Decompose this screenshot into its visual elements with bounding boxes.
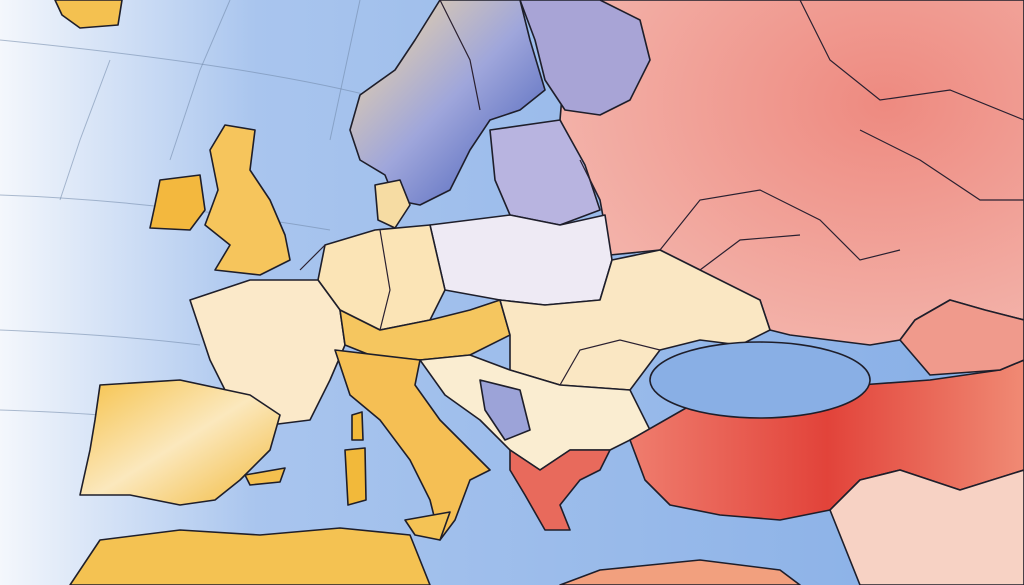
middle-east	[829, 469, 1024, 585]
scandinavia	[349, 0, 546, 206]
france	[189, 279, 346, 426]
poland	[429, 214, 613, 306]
sicily	[404, 511, 451, 541]
baltics	[489, 119, 601, 226]
finland	[519, 0, 651, 116]
corsica	[351, 411, 364, 441]
north-africa	[69, 527, 431, 585]
denmark	[374, 179, 411, 229]
iceland	[54, 0, 123, 29]
borders	[299, 0, 1024, 386]
sardinia	[344, 447, 367, 506]
iberia	[79, 379, 281, 506]
bosnia	[479, 379, 531, 441]
ireland	[149, 174, 206, 231]
libya	[559, 559, 801, 585]
italy	[334, 349, 491, 541]
black-sea	[649, 341, 871, 419]
great-britain	[204, 124, 291, 276]
greece	[509, 449, 611, 531]
caucasus	[899, 299, 1024, 376]
balearic	[244, 467, 286, 486]
